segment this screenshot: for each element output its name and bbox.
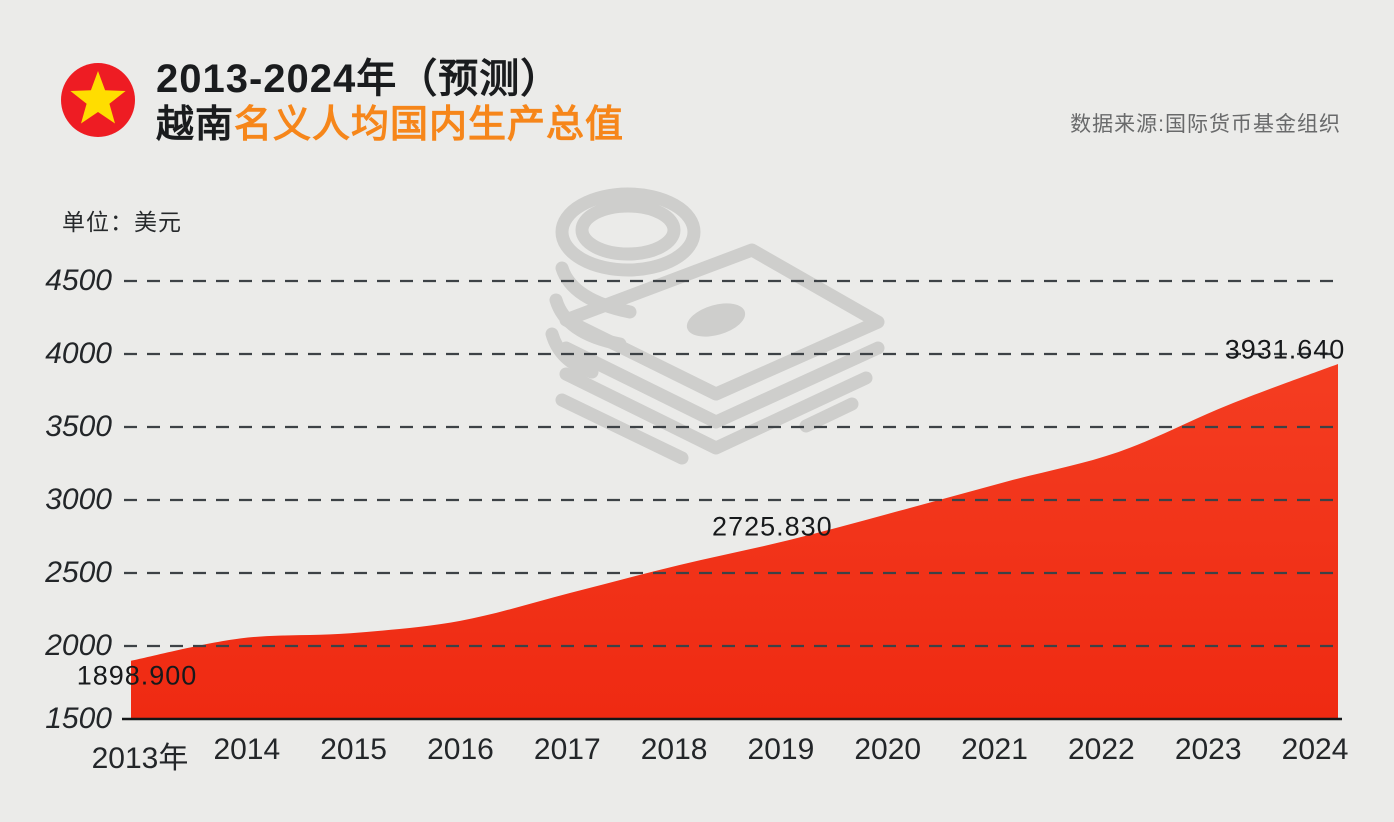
x-tick-label-2023: 2023 — [1174, 733, 1242, 766]
value-label-2024: 3931.640 — [1224, 334, 1346, 365]
value-label-2013: 1898.900 — [76, 660, 198, 691]
x-tick-label-2014: 2014 — [213, 733, 281, 766]
flag-star — [70, 71, 126, 124]
y-tick-label-3000: 3000 — [45, 483, 112, 516]
money-stack-watermark — [545, 187, 885, 465]
x-tick-label-2020: 2020 — [854, 733, 922, 766]
y-tick-label-4500: 4500 — [45, 264, 112, 297]
x-tick-label-2024: 2024 — [1281, 733, 1349, 766]
title-metric: 名义人均国内生产总值 — [234, 104, 625, 146]
y-tick-label-2000: 2000 — [45, 629, 112, 662]
chart-title-line2: 越南名义人均国内生产总值 — [156, 102, 624, 148]
title-country: 越南 — [156, 104, 235, 146]
y-tick-label-4000: 4000 — [45, 337, 112, 370]
value-label-2019: 2725.830 — [712, 511, 833, 542]
x-tick-label-2013: 2013年 — [91, 742, 189, 775]
x-tick-label-2019: 2019 — [747, 733, 815, 766]
x-tick-label-2017: 2017 — [533, 733, 601, 766]
y-tick-label-2500: 2500 — [45, 556, 112, 589]
chart-titles: 2013-2024年（预测） 越南名义人均国内生产总值 — [156, 56, 624, 148]
x-tick-label-2018: 2018 — [640, 733, 708, 766]
gdp-area-series — [131, 364, 1338, 719]
chart-title-line1: 2013-2024年（预测） — [156, 57, 562, 101]
x-tick-label-2021: 2021 — [961, 733, 1028, 766]
vietnam-flag-icon — [61, 63, 135, 137]
x-tick-label-2016: 2016 — [427, 733, 494, 766]
x-tick-label-2022: 2022 — [1068, 733, 1135, 766]
unit-label: 单位：美元 — [62, 209, 182, 235]
data-source-label: 数据来源:国际货币基金组织 — [1070, 113, 1341, 136]
y-tick-label-1500: 1500 — [45, 702, 112, 735]
x-tick-label-2015: 2015 — [320, 733, 387, 766]
y-tick-label-3500: 3500 — [45, 410, 112, 443]
